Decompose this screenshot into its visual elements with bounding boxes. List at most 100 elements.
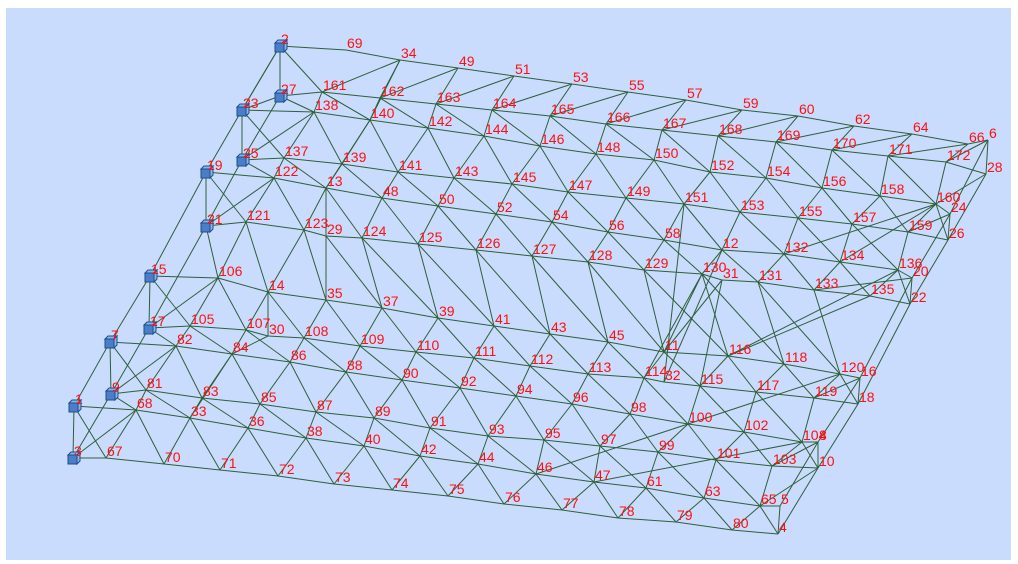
member-170-64[interactable] [831,133,913,151]
member-114-100[interactable] [643,377,689,425]
node-label[interactable]: 112 [531,351,554,367]
member-61-63[interactable] [645,487,705,499]
member-10-4[interactable] [777,467,819,535]
node-label[interactable]: 92 [461,373,477,389]
member-126-43[interactable] [475,249,551,335]
member-100-102[interactable] [687,423,745,433]
member-54-56[interactable] [551,221,609,233]
member-148-150[interactable] [595,153,655,161]
member-136-20[interactable] [897,269,913,279]
node-label[interactable]: 29 [327,221,343,237]
member-52-127[interactable] [495,213,533,257]
member-90-91[interactable] [401,379,431,429]
member-145-147[interactable] [511,183,569,193]
node-label[interactable]: 21 [207,211,223,227]
member-142-143[interactable] [427,127,455,179]
node-label[interactable]: 134 [841,247,865,263]
node-label[interactable]: 143 [455,163,479,179]
member-121-122[interactable] [245,177,275,223]
member-15-17[interactable] [148,275,151,329]
member-12-153[interactable] [721,211,741,251]
member-75-76[interactable] [447,495,505,505]
member-14-108[interactable] [267,291,305,339]
support-cube-icon[interactable] [199,218,215,234]
member-82-83[interactable] [175,345,203,399]
member-49-163[interactable] [435,67,459,105]
member-163-51[interactable] [435,75,515,105]
member-98-99[interactable] [629,413,659,453]
member-44-76[interactable] [477,463,505,505]
member-89-91[interactable] [373,417,431,429]
node-label[interactable]: 136 [899,255,923,271]
member-85-86[interactable] [259,361,291,405]
member-123-35[interactable] [303,229,327,301]
member-133-134[interactable] [813,261,841,291]
member-96-113[interactable] [571,373,589,405]
member-126-52[interactable] [475,213,497,251]
member-124-39[interactable] [361,237,439,319]
member-34-49[interactable] [399,59,459,69]
member-65-103[interactable] [759,465,773,507]
member-99-101[interactable] [657,451,717,461]
member-94-96[interactable] [515,395,573,405]
node-label[interactable]: 98 [631,399,647,415]
member-157-136[interactable] [851,223,899,271]
member-165-166[interactable] [549,115,607,125]
node-label[interactable]: 22 [911,289,927,305]
member-156-170[interactable] [821,149,833,189]
member-73-40[interactable] [333,445,365,485]
member-68-70[interactable] [135,409,165,465]
node-label[interactable]: 141 [399,157,423,173]
member-74-42[interactable] [391,455,421,491]
node-label[interactable]: 17 [150,313,166,329]
node-label[interactable]: 158 [881,181,905,197]
member-169-170[interactable] [775,141,833,151]
node-label[interactable]: 154 [767,163,791,179]
node-label[interactable]: 159 [909,217,933,233]
member-92-93[interactable] [459,387,489,437]
member-128-11[interactable] [587,261,665,353]
node-label[interactable]: 164 [493,95,517,111]
member-158-159[interactable] [879,195,909,233]
member-171-160[interactable] [887,155,937,205]
member-44-46[interactable] [477,463,537,475]
node-label[interactable]: 59 [743,95,759,111]
member-51-53[interactable] [513,75,573,85]
member-140-142[interactable] [369,119,429,129]
member-28-26[interactable] [947,173,987,241]
member-19-121[interactable] [205,171,247,223]
node-label[interactable]: 156 [823,173,847,189]
member-114-32[interactable] [643,377,665,383]
member-66-6[interactable] [967,139,989,145]
support-cube-icon[interactable] [199,164,215,180]
node-label[interactable]: 55 [629,77,645,93]
member-88-90[interactable] [345,371,403,381]
member-111-112[interactable] [473,357,531,367]
member-39-125[interactable] [417,243,439,319]
member-21-106[interactable] [205,225,219,279]
support-cube-icon[interactable] [143,268,159,284]
member-77-47[interactable] [561,481,595,511]
member-84-85[interactable] [231,353,261,405]
member-135-136[interactable] [869,269,899,297]
node-label[interactable]: 52 [497,199,513,215]
member-98-100[interactable] [629,413,689,425]
node-label[interactable]: 144 [485,121,509,137]
node-label[interactable]: 57 [687,85,703,101]
member-137-138[interactable] [283,111,315,159]
member-92-94[interactable] [459,387,517,397]
member-112-113[interactable] [529,365,589,375]
support-cube-icon[interactable] [103,334,119,350]
member-113-114[interactable] [587,373,645,379]
member-168-154[interactable] [717,135,767,179]
member-89-90[interactable] [373,379,403,419]
member-119-16[interactable] [813,377,861,399]
member-19-15[interactable] [149,171,207,277]
node-label[interactable]: 61 [647,473,663,489]
member-47-61[interactable] [593,481,647,489]
node-label[interactable]: 119 [815,383,838,399]
node-label[interactable]: 130 [703,259,727,275]
node-label[interactable]: 86 [291,347,307,363]
node-label[interactable]: 71 [221,455,237,471]
member-144-145[interactable] [483,135,513,185]
